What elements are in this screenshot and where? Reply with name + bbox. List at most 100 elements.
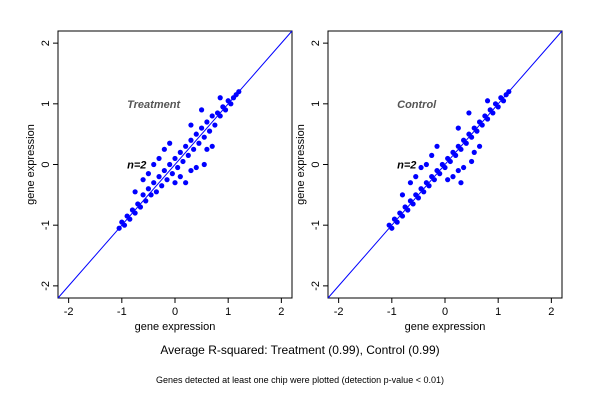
- x-tick-label: -2: [64, 306, 74, 318]
- data-point: [132, 210, 138, 216]
- x-tick-label: 0: [442, 306, 448, 318]
- data-point: [151, 180, 157, 186]
- data-point: [479, 122, 485, 128]
- data-point: [185, 152, 191, 158]
- identity-line: [327, 30, 563, 299]
- x-tick-label: 2: [278, 306, 284, 318]
- data-point: [228, 101, 234, 107]
- data-point: [447, 158, 453, 165]
- data-point: [193, 131, 199, 137]
- data-point: [209, 143, 215, 149]
- scatter-panel-control: -2 -1 0 1 2 -2 -1 0 1 2 gene expression gene expres…: [295, 30, 563, 333]
- data-point: [167, 140, 173, 146]
- data-point: [217, 113, 223, 119]
- data-point: [217, 95, 223, 101]
- data-point: [453, 152, 459, 158]
- x-tick-label: -1: [117, 306, 127, 318]
- data-point: [209, 113, 215, 119]
- y-tick-label: 2: [310, 40, 322, 46]
- data-point: [405, 207, 411, 213]
- x-tick-label: 1: [495, 306, 501, 318]
- x-tick-label: 2: [548, 306, 554, 318]
- data-point: [204, 119, 210, 125]
- data-point: [212, 122, 218, 128]
- data-point: [407, 180, 414, 186]
- data-point: [198, 125, 205, 131]
- data-point: [172, 155, 178, 162]
- data-point: [206, 128, 213, 134]
- data-point: [201, 161, 207, 168]
- data-point: [183, 143, 189, 149]
- y-axis-label: gene expression: [295, 124, 307, 205]
- data-point: [140, 177, 146, 183]
- data-point: [471, 149, 477, 155]
- r-squared-summary: Average R-squared: Treatment (0.99), Con…: [160, 343, 440, 357]
- data-point: [145, 186, 152, 192]
- panel-group-label: Control: [397, 99, 437, 111]
- data-point: [458, 180, 464, 186]
- data-point: [188, 167, 194, 174]
- data-point: [188, 137, 194, 143]
- data-point: [445, 177, 451, 183]
- data-point: [506, 89, 512, 95]
- data-point: [500, 98, 507, 104]
- data-point: [474, 128, 480, 134]
- y-tick-label: -1: [40, 220, 52, 230]
- data-point: [423, 161, 429, 168]
- data-point: [132, 189, 138, 195]
- scatter-panel-treatment: -2 -1 0 1 2 -2 -1 0 1 2 gene expression gene expres…: [25, 30, 293, 333]
- y-tick-label: 0: [40, 161, 52, 167]
- data-point: [201, 134, 207, 140]
- data-point: [236, 89, 242, 95]
- data-point: [169, 171, 175, 177]
- data-point: [222, 107, 229, 113]
- data-point: [137, 204, 144, 210]
- data-point: [116, 225, 122, 231]
- data-point: [434, 143, 440, 149]
- panel-group-label: Treatment: [127, 99, 181, 111]
- data-point: [415, 195, 422, 201]
- data-point: [442, 164, 448, 171]
- data-point: [161, 167, 167, 174]
- x-tick-label: -2: [334, 306, 344, 318]
- sample-count-label: n=2: [127, 160, 146, 172]
- data-point: [421, 189, 427, 195]
- y-tick-label: -1: [310, 220, 322, 230]
- x-axis-label: gene expression: [135, 321, 216, 333]
- data-point: [495, 104, 501, 110]
- y-tick-label: 1: [310, 101, 322, 107]
- data-point: [167, 161, 173, 168]
- data-point: [399, 192, 406, 198]
- data-point: [121, 222, 128, 228]
- data-point: [156, 174, 162, 180]
- data-point: [145, 171, 152, 177]
- data-point: [394, 219, 400, 225]
- data-point: [418, 164, 424, 171]
- data-point: [140, 192, 146, 198]
- data-point: [455, 125, 461, 131]
- data-point: [191, 146, 197, 152]
- data-point: [484, 116, 491, 122]
- data-point: [437, 171, 443, 177]
- y-tick-label: 0: [310, 161, 322, 167]
- data-point: [198, 107, 205, 113]
- data-point: [458, 146, 464, 152]
- x-tick-label: -1: [387, 306, 397, 318]
- data-point: [476, 143, 483, 149]
- data-point: [177, 174, 183, 180]
- data-point: [204, 146, 210, 152]
- data-point: [164, 177, 170, 183]
- data-point: [429, 152, 435, 158]
- data-point: [413, 174, 419, 180]
- identity-line: [57, 30, 293, 299]
- x-tick-label: 0: [172, 306, 178, 318]
- data-point: [468, 158, 475, 165]
- data-point: [188, 122, 194, 128]
- x-tick-label: 1: [225, 306, 231, 318]
- data-point: [426, 183, 432, 189]
- data-point: [455, 167, 461, 174]
- sample-count-label: n=2: [397, 160, 416, 172]
- data-point: [399, 213, 406, 219]
- data-point: [161, 146, 167, 152]
